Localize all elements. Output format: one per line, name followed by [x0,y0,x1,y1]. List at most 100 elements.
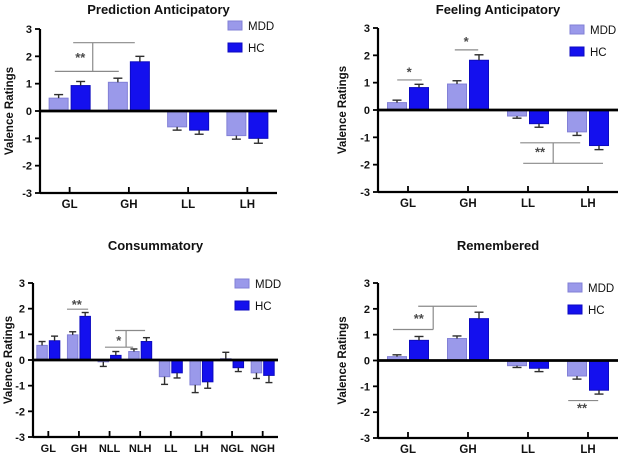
significance-label: ** [72,297,83,312]
bar-hc-ngh [263,359,275,376]
legend-label-hc: HC [248,43,265,55]
legend-swatch-mdd [227,20,243,31]
y-tick-label: -2 [15,406,25,418]
significance-label: ** [75,50,86,65]
y-tick-label: 2 [19,304,25,316]
x-category-label: LH [194,443,209,455]
y-tick-label: 1 [364,330,370,342]
x-category-label: GL [400,444,416,456]
y-tick-label: -2 [360,407,370,419]
legend-swatch-hc [227,42,243,53]
y-tick-label: -1 [22,133,32,145]
x-category-label: GL [41,443,57,455]
y-tick-label: 0 [19,355,25,367]
x-category-label: LH [580,444,595,456]
y-tick-label: -1 [15,381,25,393]
panel-title: Prediction Anticipatory [87,2,230,17]
bar-mdd-lh [226,110,247,137]
bar-hc-lh [589,109,609,147]
legend-swatch-mdd [234,278,250,289]
significance-label: ** [414,311,425,326]
x-category-label: LL [181,199,195,211]
x-category-label: GH [120,199,137,211]
legend-label-mdd: MDD [248,21,274,33]
y-axis-label: Valence Ratings [4,67,16,155]
panel-title: Remembered [457,238,539,253]
y-tick-label: -3 [360,187,370,199]
bar-mdd-lh [567,109,587,133]
bar-mdd-lh [189,359,201,386]
chart-svg: Prediction Anticipatory Valence Ratings **… [4,2,277,211]
x-category-label: NLL [99,443,121,455]
panel-title: Feeling Anticipatory [436,2,561,17]
x-category-label: LL [521,444,535,456]
bar-hc-lh [201,359,214,383]
significance-label: * [464,34,470,49]
legend-swatch-hc [234,300,250,311]
bar-mdd-ll [158,359,171,378]
y-axis-label: Valence Ratings [337,66,349,154]
y-tick-label: 3 [26,24,32,36]
y-tick-label: 3 [364,23,370,35]
bar-hc-gh [79,315,91,361]
legend-label-mdd: MDD [255,279,281,291]
x-category-label: NLH [129,443,152,455]
y-tick-label: -3 [360,433,370,445]
panel-consummatory: Consummatory Valence Ratings ** * 3 2 1 0 -1 -2 -3… [0,228,312,456]
y-tick-label: -3 [22,188,32,200]
bar-mdd-gh [447,338,467,361]
legend-label-hc: HC [255,301,272,313]
chart-svg: Remembered Valence Ratings ** ** 3 2 1 0 -1 -2 -3 G… [337,238,618,456]
bar-hc-gl [409,339,429,361]
legend-swatch-hc [569,46,585,57]
y-tick-label: 2 [364,50,370,62]
legend-label-hc: HC [590,47,607,59]
legend-label-mdd: MDD [590,25,616,37]
y-axis-label: Valence Ratings [3,316,15,404]
bar-hc-gl [70,85,91,112]
y-tick-label: 3 [19,278,25,290]
x-category-label: GH [71,443,88,455]
y-tick-label: 1 [26,79,32,91]
x-category-label: LH [580,198,595,210]
y-tick-label: -1 [360,132,370,144]
x-category-label: GH [459,198,476,210]
bar-mdd-gl [48,97,69,112]
y-tick-label: 0 [364,356,370,368]
legend-swatch-hc [567,304,583,315]
bar-mdd-gh [447,83,467,111]
panel-title: Consummatory [108,238,204,253]
bar-mdd-gh [66,334,79,361]
y-tick-label: 0 [26,106,32,118]
y-tick-label: 3 [364,278,370,290]
y-tick-label: -2 [22,161,32,173]
x-category-label: LL [521,198,535,210]
x-category-label: NGH [250,443,275,455]
bar-hc-lh [589,360,609,391]
legend-label-mdd: MDD [588,283,614,295]
y-tick-label: -2 [360,160,370,172]
legend-swatch-mdd [569,24,585,35]
legend-swatch-mdd [567,282,583,293]
bar-mdd-ll [167,110,188,128]
bar-hc-ll [189,110,210,131]
x-category-label: LH [240,199,255,211]
bar-hc-gh [129,61,150,112]
y-tick-label: -3 [15,432,25,444]
x-category-label: GH [459,444,476,456]
y-tick-label: 2 [26,51,32,63]
legend-label-hc: HC [588,305,605,317]
y-axis-label: Valence Ratings [337,316,349,404]
panel-remembered: Remembered Valence Ratings ** ** 3 2 1 0 -1 -2 -3 G… [312,228,625,456]
y-tick-label: 2 [364,304,370,316]
bar-hc-nlh [140,341,153,361]
bar-mdd-gl [36,344,48,361]
panel-feeling-anticipatory: Feeling Anticipatory Valence Ratings * * ** 3… [312,0,625,228]
bar-hc-ll [529,109,549,125]
bar-mdd-lh [567,360,587,377]
bar-hc-ll [171,359,183,374]
y-tick-label: 1 [364,78,370,90]
